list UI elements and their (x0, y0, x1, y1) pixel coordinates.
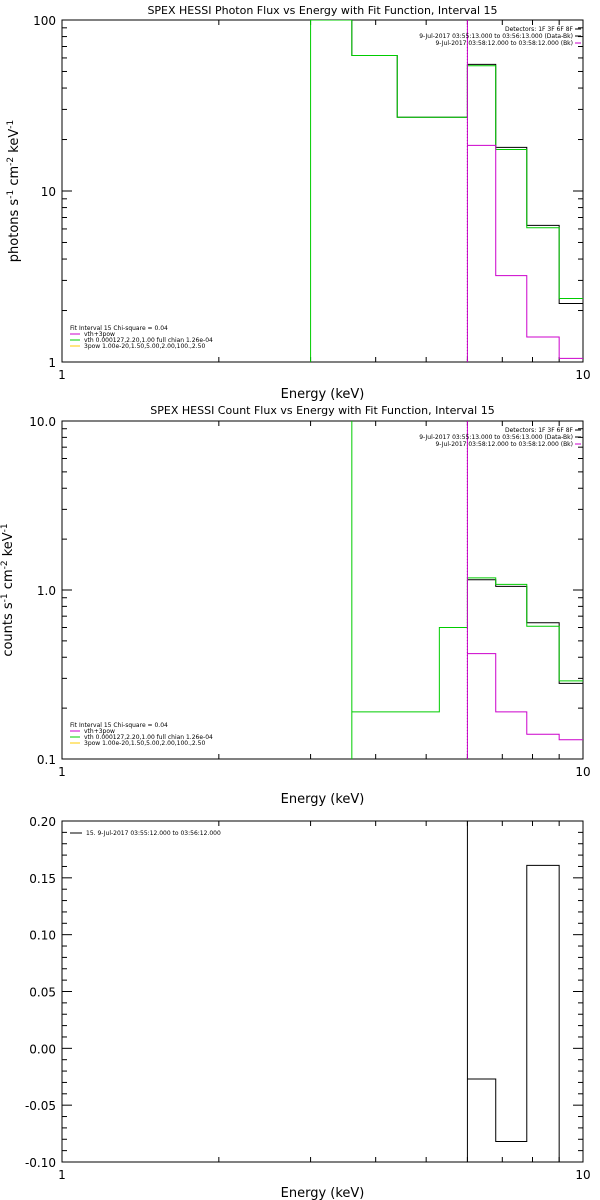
header-text: 9-Jul-2017 03:58:12.000 to 03:58:12.000 … (435, 40, 573, 47)
y-tick-label: 0.10 (29, 929, 56, 943)
x-axis-label: Energy (keV) (281, 792, 365, 807)
legend-entry: vth 0.000127,2.20,1.00 full chian 1.26e-… (84, 734, 213, 741)
x-tick-label: 1 (58, 1168, 66, 1182)
data-layer (310, 20, 583, 362)
y-tick-label: 0.20 (29, 815, 56, 829)
y-tick-label: -0.05 (25, 1099, 56, 1113)
x-tick-label: 10 (575, 368, 590, 382)
y-tick-label: 0.00 (29, 1042, 56, 1056)
x-axis-label: Energy (keV) (281, 387, 365, 402)
y-tick-label: 10 (41, 185, 56, 199)
legend-entry: 3pow 1.00e-20,1.50,5.00,2.00,100.,2.50 (84, 343, 205, 350)
y-tick-label: 100 (33, 14, 56, 28)
chart-title: SPEX HESSI Count Flux vs Energy with Fit… (150, 404, 494, 417)
y-tick-label: 10.0 (29, 415, 56, 429)
panel-photon-flux: SPEX HESSI Photon Flux vs Energy with Fi… (6, 4, 591, 402)
header-text: Detectors: 1F 3F 6F 8F (505, 26, 574, 33)
plot-frame (61, 820, 584, 1163)
y-tick-label: 1 (48, 356, 56, 370)
y-tick-label: 1.0 (37, 584, 56, 598)
x-axis-label: Energy (keV) (281, 1186, 365, 1200)
header-text: 9-Jul-2017 03:58:12.000 to 03:58:12.000 … (435, 441, 573, 448)
legend-entry: 15. 9-Jul-2017 03:55:12.000 to 03:56:12.… (86, 830, 221, 837)
x-tick-label: 10 (575, 765, 590, 779)
header-text: Detectors: 1F 3F 6F 8F (505, 427, 574, 434)
legend-entry: Fit Interval 15 Chi-square = 0.04 (70, 325, 168, 332)
plot-frame (61, 420, 584, 760)
x-tick-label: 1 (58, 765, 66, 779)
plot-frame (61, 19, 584, 363)
legend-entry: vth+3pow (84, 728, 115, 735)
series-1-step-line (351, 577, 583, 713)
y-tick-label: 0.05 (29, 986, 56, 1000)
series-0-step-line (467, 864, 583, 1162)
header-text: 9-Jul-2017 03:55:13.000 to 03:56:13.000 … (419, 434, 573, 441)
series-2-step-line (467, 144, 583, 359)
panel-count-flux: SPEX HESSI Count Flux vs Energy with Fit… (0, 404, 591, 807)
series-2-step-line (467, 653, 583, 741)
x-tick-label: 1 (58, 368, 66, 382)
series-1-step-line (310, 20, 583, 300)
legend-entry: Fit Interval 15 Chi-square = 0.04 (70, 722, 168, 729)
y-tick-label: 0.15 (29, 872, 56, 886)
header-text: 9-Jul-2017 03:55:13.000 to 03:56:13.000 … (419, 33, 573, 40)
series-0-step-line (310, 20, 583, 304)
y-tick-label: 0.1 (37, 753, 56, 767)
panel-residuals: Energy (keV) 1 10 -0.10 -0.05 0.00 0.05 0.10 0.1… (25, 815, 591, 1200)
legend-entry: vth+3pow (84, 331, 115, 338)
series-0-step-line (467, 579, 583, 684)
x-tick-label: 10 (575, 1168, 590, 1182)
legend-entry: 3pow 1.00e-20,1.50,5.00,2.00,100.,2.50 (84, 740, 205, 747)
data-layer (351, 421, 583, 759)
y-tick-label: -0.10 (25, 1156, 56, 1170)
y-axis-label: counts s-1 cm-2 keV-1 (0, 523, 16, 656)
chart-title: SPEX HESSI Photon Flux vs Energy with Fi… (147, 4, 497, 17)
legend-entry: vth 0.000127,2.20,1.00 full chian 1.26e-… (84, 337, 213, 344)
data-layer (466, 821, 583, 1162)
y-axis-label: photons s-1 cm-2 keV-1 (6, 120, 22, 262)
